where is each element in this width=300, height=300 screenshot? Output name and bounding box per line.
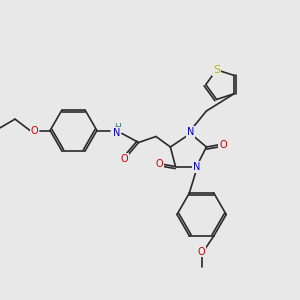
Text: O: O: [198, 247, 206, 257]
Text: O: O: [155, 159, 163, 169]
Text: S: S: [213, 65, 220, 75]
Text: O: O: [120, 154, 128, 164]
Text: H: H: [115, 123, 121, 132]
Text: O: O: [31, 125, 38, 136]
Text: N: N: [193, 162, 200, 172]
Text: O: O: [219, 140, 227, 150]
Text: N: N: [113, 128, 120, 138]
Text: N: N: [187, 127, 194, 137]
